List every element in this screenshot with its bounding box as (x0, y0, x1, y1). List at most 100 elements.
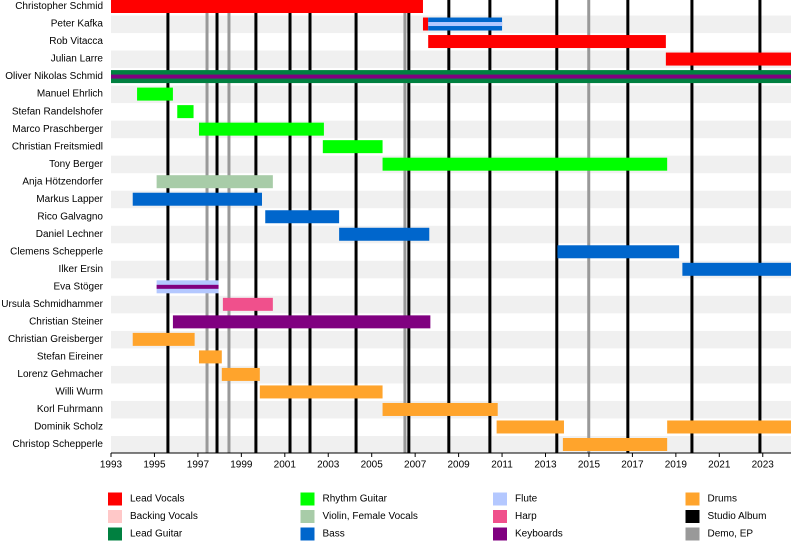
legend-label: Rhythm Guitar (323, 494, 388, 505)
member-bar (198, 350, 222, 364)
member-label: Christopher Schmid (15, 1, 103, 12)
row-stripe (111, 190, 791, 209)
member-label: Clemens Schepperle (10, 246, 103, 257)
member-bar (221, 367, 260, 381)
member-label: Peter Kafka (51, 19, 104, 30)
x-tick-label: 2023 (752, 460, 775, 471)
row-stripe (111, 365, 791, 384)
member-bar (682, 262, 791, 276)
member-bar (172, 315, 431, 329)
x-tick-label: 2001 (274, 460, 297, 471)
legend-swatch (685, 510, 700, 523)
x-tick-label: 2017 (621, 460, 644, 471)
legend-label: Drums (708, 494, 737, 505)
legend-swatch (108, 492, 122, 506)
member-bar (137, 87, 173, 101)
legend-swatch (493, 492, 507, 506)
member-bar (382, 402, 498, 416)
x-tick-label: 2013 (534, 460, 557, 471)
member-bar (222, 297, 273, 311)
member-label: Anja Hötzendorfer (22, 176, 103, 187)
member-bar (259, 385, 383, 399)
member-label: Christian Steiner (29, 317, 104, 328)
member-label: Christop Schepperle (12, 439, 103, 450)
legend-label: Flute (515, 494, 538, 505)
legend-label: Keyboards (515, 529, 563, 540)
legend-swatch (300, 527, 315, 541)
member-bar (428, 22, 503, 27)
member-bar (265, 210, 340, 224)
legend-swatch (685, 527, 700, 541)
member-label: Rico Galvagno (37, 211, 103, 222)
legend-label: Studio Album (708, 511, 767, 522)
x-tick-label: 2015 (578, 460, 601, 471)
member-label: Lorenz Gehmacher (17, 369, 103, 380)
row-stripe (111, 50, 791, 69)
legend-swatch (108, 510, 122, 523)
member-label: Korl Fuhrmann (37, 404, 103, 415)
member-bar (422, 17, 429, 31)
row-stripe (111, 260, 791, 279)
legend-swatch (685, 492, 700, 506)
x-tick-label: 2019 (665, 460, 688, 471)
member-bar (156, 284, 219, 289)
member-bar (496, 420, 564, 434)
member-label: Willi Wurm (55, 387, 103, 398)
member-label: Manuel Ehrlich (37, 89, 103, 100)
member-label: Julian Larre (51, 54, 104, 65)
legend-label: Bass (323, 529, 345, 540)
member-label: Ursula Schmidhammer (1, 299, 103, 310)
member-bar (198, 122, 324, 136)
member-bar (382, 157, 668, 171)
row-stripe (111, 330, 791, 349)
x-tick-label: 1997 (187, 460, 210, 471)
member-label: Tony Berger (49, 159, 104, 170)
member-bar (557, 245, 680, 259)
x-tick-label: 2005 (361, 460, 384, 471)
legend-swatch (108, 527, 122, 541)
member-bar (322, 140, 383, 154)
x-tick-label: 2011 (491, 460, 513, 471)
legend-label: Backing Vocals (130, 511, 198, 522)
row-stripe (111, 85, 791, 104)
legend-swatch (300, 492, 315, 506)
member-label: Eva Stöger (54, 281, 104, 292)
x-tick-label: 2003 (317, 460, 340, 471)
member-label: Dominik Scholz (34, 422, 103, 433)
x-tick-label: 2009 (447, 460, 470, 471)
member-bar (111, 0, 423, 13)
legend-label: Lead Guitar (130, 529, 183, 540)
legend-label: Demo, EP (708, 529, 754, 540)
x-tick-label: 2007 (404, 460, 427, 471)
member-label: Christian Freitsmiedl (12, 141, 103, 152)
member-label: Oliver Nikolas Schmid (5, 71, 103, 82)
x-tick-label: 2021 (708, 460, 731, 471)
member-label: Stefan Randelshofer (12, 106, 104, 117)
legend-swatch (493, 527, 507, 541)
member-bar (132, 332, 195, 346)
member-label: Ilker Ersin (59, 264, 103, 275)
member-bar (665, 52, 791, 66)
row-stripe (111, 225, 791, 244)
member-bar (339, 227, 430, 241)
member-label: Christian Greisberger (8, 334, 104, 345)
member-label: Rob Vitacca (49, 36, 103, 47)
member-bar (132, 192, 262, 206)
member-label: Markus Lapper (36, 194, 103, 205)
legend-swatch (493, 510, 507, 523)
row-stripe (111, 436, 791, 454)
x-tick-label: 1999 (230, 460, 253, 471)
legend-label: Harp (515, 511, 537, 522)
member-bar (667, 420, 791, 434)
member-bar (562, 438, 668, 451)
member-bar (111, 74, 791, 79)
legend-label: Lead Vocals (130, 494, 185, 505)
member-label: Marco Praschberger (12, 124, 103, 135)
row-stripe (111, 295, 791, 314)
member-bar (156, 175, 273, 189)
member-label: Stefan Eireiner (37, 352, 104, 363)
legend-swatch (300, 510, 315, 523)
x-tick-label: 1993 (100, 460, 123, 471)
legend-label: Violin, Female Vocals (323, 511, 418, 522)
